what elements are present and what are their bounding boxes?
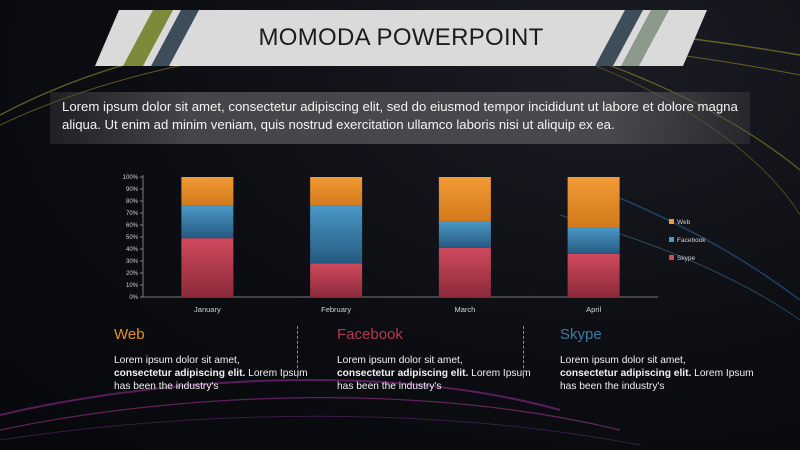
column-skype-title: Skype <box>560 326 602 343</box>
intro-paragraph: Lorem ipsum dolor sit amet, consectetur … <box>62 99 738 132</box>
legend-label-facebook: Facebook <box>677 237 706 244</box>
y-tick-label: 50% <box>126 235 139 241</box>
bar-segment-web-march <box>438 177 491 222</box>
column-facebook-text3: Lorem Ipsum has been the industry's <box>337 368 531 392</box>
column-web: Web Lorem ipsum dolor sit amet, consecte… <box>114 326 322 393</box>
column-skype-text3: Lorem Ipsum has been the industry's <box>560 368 754 392</box>
column-skype-text1: Lorem ipsum dolor sit amet, <box>560 355 686 366</box>
column-skype-text2: consectetur adipiscing elit. <box>560 368 692 379</box>
column-facebook-title: Facebook <box>337 326 403 343</box>
column-facebook-text1: Lorem ipsum dolor sit amet, <box>337 355 463 366</box>
column-web-text1: Lorem ipsum dolor sit amet, <box>114 355 240 366</box>
y-tick-label: 90% <box>126 187 139 193</box>
column-web-text2: consectetur adipiscing elit. <box>114 368 246 379</box>
y-tick-label: 60% <box>126 223 139 229</box>
x-tick-label: February <box>321 305 351 314</box>
y-tick-label: 10% <box>126 283 139 289</box>
y-tick-label: 100% <box>123 175 139 181</box>
column-divider-2 <box>523 326 524 378</box>
column-skype-body: Lorem ipsum dolor sit amet, consectetur … <box>560 354 768 393</box>
bar-segment-facebook-march <box>438 221 491 248</box>
y-tick-label: 0% <box>129 295 138 301</box>
bar-segment-facebook-april <box>567 227 620 254</box>
column-skype: Skype Lorem ipsum dolor sit amet, consec… <box>560 326 768 393</box>
slide-title: MOMODA POWERPOINT <box>258 24 544 51</box>
bar-segment-skype-april <box>567 253 620 297</box>
bar-segment-web-april <box>567 177 620 228</box>
column-web-text3: Lorem Ipsum has been the industry's <box>114 368 308 392</box>
column-divider-1 <box>297 326 298 378</box>
bar-segment-web-february <box>310 177 363 206</box>
bar-segment-facebook-january <box>181 205 234 239</box>
bar-segment-skype-january <box>181 238 234 297</box>
column-web-body: Lorem ipsum dolor sit amet, consectetur … <box>114 354 322 393</box>
legend-swatch-facebook <box>669 237 674 242</box>
intro-band <box>50 92 750 144</box>
legend-swatch-web <box>669 219 674 224</box>
column-web-title: Web <box>114 326 145 343</box>
column-facebook: Facebook Lorem ipsum dolor sit amet, con… <box>337 326 545 393</box>
y-tick-label: 20% <box>126 271 139 277</box>
y-tick-label: 30% <box>126 259 139 265</box>
legend-swatch-skype <box>669 255 674 260</box>
y-tick-label: 40% <box>126 247 139 253</box>
bar-segment-facebook-february <box>310 205 363 264</box>
bar-segment-web-january <box>181 177 234 206</box>
column-facebook-body: Lorem ipsum dolor sit amet, consectetur … <box>337 354 545 393</box>
y-tick-label: 70% <box>126 211 139 217</box>
bar-segment-skype-february <box>310 263 363 297</box>
x-tick-label: March <box>454 305 475 314</box>
column-facebook-text2: consectetur adipiscing elit. <box>337 368 469 379</box>
x-tick-label: January <box>194 305 221 314</box>
legend-label-skype: Skype <box>677 255 695 262</box>
y-tick-label: 80% <box>126 199 139 205</box>
bar-segment-skype-march <box>438 247 491 297</box>
title-banner <box>95 10 707 66</box>
x-tick-label: April <box>586 305 601 314</box>
legend-label-web: Web <box>677 219 691 226</box>
